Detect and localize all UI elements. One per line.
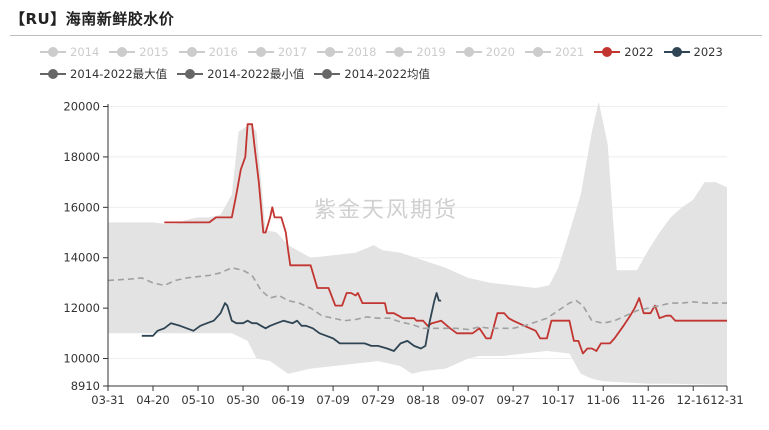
- chart-title: 【RU】海南新鲜胶水价: [10, 10, 175, 28]
- legend-item-2023[interactable]: 2023: [663, 45, 723, 59]
- legend-item-2016[interactable]: 2016: [178, 45, 238, 59]
- legend-label: 2021: [554, 45, 585, 59]
- x-tick-label: 07-09: [316, 393, 349, 407]
- x-tick-label: 04-20: [136, 393, 169, 407]
- legend: 2014 2015 2016 2017 2018 2019 2020 2021 …: [40, 41, 740, 85]
- watermark: 紫金天风期货: [314, 198, 459, 223]
- legend-label: 2014: [70, 45, 100, 59]
- legend-item-2021[interactable]: 2021: [524, 45, 585, 59]
- legend-item-2015[interactable]: 2015: [109, 45, 169, 59]
- legend-row-2: 2014-2022最大值 2014-2022最小值 2014-2022均值: [40, 63, 740, 85]
- legend-item-2019[interactable]: 2019: [386, 45, 446, 59]
- legend-marker-icon: [524, 46, 551, 58]
- x-tick-label: 05-10: [181, 393, 214, 407]
- x-tick-label: 09-27: [496, 393, 529, 407]
- legend-label: 2017: [277, 45, 308, 59]
- x-tick-label: 11-06: [586, 393, 619, 407]
- legend-item-min[interactable]: 2014-2022最小值: [177, 66, 304, 82]
- x-tick-label: 12-16: [677, 393, 710, 407]
- legend-marker-icon: [40, 46, 66, 58]
- legend-label: 2018: [347, 45, 377, 59]
- y-tick-label: 8910: [71, 379, 100, 393]
- legend-marker-icon: [386, 46, 413, 58]
- legend-marker-icon: [109, 46, 136, 58]
- legend-marker-icon: [317, 46, 344, 58]
- y-tick-label: 18000: [63, 150, 100, 164]
- legend-marker-icon: [178, 46, 205, 58]
- legend-label: 2019: [416, 45, 446, 59]
- legend-label: 2016: [208, 45, 238, 59]
- legend-label: 2014-2022最大值: [70, 67, 168, 81]
- legend-marker-icon: [455, 46, 482, 58]
- title-divider: [10, 35, 762, 36]
- legend-item-2017[interactable]: 2017: [247, 45, 308, 59]
- legend-item-avg[interactable]: 2014-2022均值: [314, 66, 430, 82]
- legend-item-2022[interactable]: 2022: [594, 45, 654, 59]
- legend-marker-icon: [594, 46, 621, 58]
- legend-marker-icon: [663, 46, 690, 58]
- legend-item-2018[interactable]: 2018: [317, 45, 376, 59]
- legend-item-2014[interactable]: 2014: [40, 45, 99, 59]
- y-tick-label: 16000: [63, 200, 100, 214]
- legend-label: 2022: [624, 45, 654, 59]
- y-tick-label: 14000: [63, 251, 100, 265]
- y-tick-label: 20000: [63, 100, 100, 114]
- x-tick-label: 09-07: [451, 393, 484, 407]
- y-tick-label: 10000: [63, 352, 100, 366]
- x-tick-label: 03-31: [91, 393, 124, 407]
- range-band: [108, 101, 727, 385]
- legend-marker-icon: [40, 68, 66, 80]
- series-line-2014-2022均值: [107, 267, 727, 331]
- legend-marker-icon: [177, 68, 204, 80]
- legend-row-1: 2014 2015 2016 2017 2018 2019 2020 2021 …: [40, 41, 740, 63]
- legend-label: 2014-2022均值: [344, 67, 431, 81]
- y-tick-label: 12000: [63, 301, 100, 315]
- legend-marker-icon: [247, 46, 274, 58]
- legend-label: 2023: [693, 45, 723, 59]
- legend-label: 2020: [485, 45, 515, 59]
- x-tick-label: 07-29: [361, 393, 394, 407]
- x-tick-label: 11-26: [632, 393, 665, 407]
- legend-label: 2014-2022最小值: [207, 67, 305, 81]
- legend-item-max[interactable]: 2014-2022最大值: [40, 66, 167, 82]
- series-line-2023: [141, 292, 442, 352]
- legend-label: 2015: [139, 45, 169, 59]
- x-tick-label: 06-19: [271, 393, 304, 407]
- x-tick-label: 05-30: [226, 393, 259, 407]
- x-tick-label: 12-31: [710, 393, 743, 407]
- legend-item-2020[interactable]: 2020: [455, 45, 515, 59]
- x-tick-label: 10-17: [541, 393, 574, 407]
- legend-marker-icon: [314, 68, 341, 80]
- x-tick-label: 08-18: [406, 393, 439, 407]
